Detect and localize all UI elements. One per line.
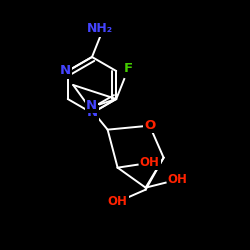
Text: F: F <box>124 62 133 76</box>
Text: O: O <box>144 119 155 132</box>
Text: N: N <box>86 106 98 120</box>
Text: N: N <box>86 99 97 112</box>
Text: OH: OH <box>168 173 188 186</box>
Text: NH₂: NH₂ <box>87 22 113 36</box>
Text: N: N <box>60 64 71 78</box>
Text: OH: OH <box>140 156 160 169</box>
Text: OH: OH <box>108 195 128 208</box>
